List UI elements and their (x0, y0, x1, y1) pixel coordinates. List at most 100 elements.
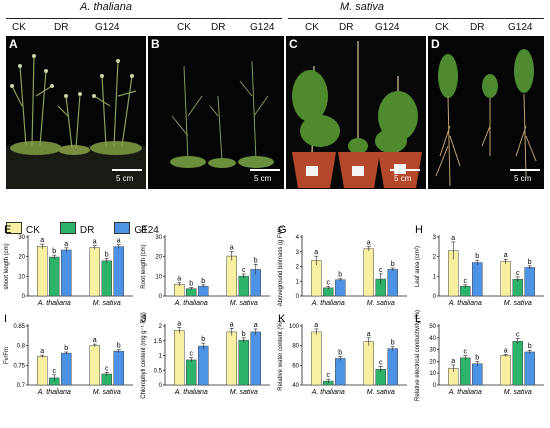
bar-g124 (524, 267, 535, 297)
group-label-arabidopsis: A. thaliana (80, 1, 132, 13)
legend-swatch-dr (59, 222, 76, 234)
bar-ck (226, 331, 237, 386)
y-tick-label: 10 (155, 274, 162, 280)
scale-bar-label: 5 cm (514, 174, 532, 183)
significance-letter: a (314, 322, 318, 329)
y-tick-label: 40 (292, 383, 299, 389)
significance-letter: a (93, 239, 97, 246)
y-tick-label: 1 (159, 354, 163, 360)
bar-ck (89, 345, 100, 386)
y-axis-label: Aboveground biomass (g FW) (278, 227, 284, 307)
panel-letter-a: A (9, 37, 18, 51)
bar-g124 (524, 351, 535, 386)
bar-g124 (250, 331, 261, 386)
significance-letter: b (338, 272, 342, 279)
column-label-ck: CK (435, 22, 449, 33)
bar-ck (89, 247, 100, 297)
y-tick-label: 0.85 (13, 324, 25, 330)
x-category-label: A. thaliana (448, 300, 482, 307)
bar-dr (101, 373, 112, 386)
bar-g124 (113, 350, 124, 386)
significance-letter: a (93, 337, 97, 344)
significance-letter: b (201, 278, 205, 285)
plant-photo-a (6, 54, 146, 189)
y-tick-label: 20 (429, 359, 436, 365)
significance-letter: a (177, 320, 181, 327)
bar-ck (500, 355, 511, 386)
x-category-label: M. sativa (504, 389, 532, 396)
x-category-label: M. sativa (504, 300, 532, 307)
column-label-dr: DR (211, 22, 226, 33)
y-tick-label: 1.5 (154, 339, 163, 345)
photo-panel-b: B 5 cm (148, 36, 284, 189)
significance-letter: a (40, 348, 44, 355)
y-tick-label: 50 (429, 324, 436, 330)
x-category-label: M. sativa (230, 300, 258, 307)
significance-letter: c (516, 270, 520, 277)
y-axis-label: Chlorophyll content (mg g⁻¹ FW) (141, 312, 147, 399)
x-category-label: M. sativa (367, 389, 395, 396)
y-tick-label: 30 (155, 235, 162, 241)
significance-letter: b (201, 336, 205, 343)
panel-letter: L (415, 313, 421, 325)
y-tick-label: 2 (159, 324, 163, 330)
bar-ck (311, 331, 322, 386)
significance-letter: a (230, 245, 234, 252)
plant-photo-c (292, 41, 422, 188)
x-category-label: A. thaliana (311, 300, 345, 307)
x-category-label: M. sativa (93, 389, 121, 396)
panel-letter-d: D (431, 37, 440, 51)
significance-letter: b (64, 345, 68, 352)
y-tick-label: 80 (292, 344, 299, 350)
bar-dr (186, 359, 197, 386)
panel-letter: E (4, 224, 11, 236)
group-divider-right (288, 18, 544, 19)
y-tick-label: 20 (18, 255, 25, 261)
significance-letter: b (475, 253, 479, 260)
scale-bar-label: 5 cm (394, 174, 412, 183)
bar-dr (101, 260, 112, 297)
y-axis-label: shoot length (cm) (4, 243, 10, 289)
y-tick-label: 4 (296, 235, 300, 241)
column-label-ck: CK (305, 22, 319, 33)
y-tick-label: 0 (433, 383, 437, 389)
significance-letter: b (391, 340, 395, 347)
bar-ck (363, 341, 374, 386)
y-axis-label: Leaf area (cm²) (415, 246, 421, 287)
bar-g124 (113, 246, 124, 297)
y-tick-label: 0 (159, 383, 163, 389)
column-label-dr: DR (339, 22, 354, 33)
column-label-dr: DR (470, 22, 485, 33)
significance-letter: a (230, 321, 234, 328)
bar-ck (500, 261, 511, 297)
y-tick-label: 60 (292, 363, 299, 369)
significance-letter: a (314, 249, 318, 256)
photo-panel-d: D 5 cm (428, 36, 544, 189)
photo-panel-c: C 5 cm (286, 36, 426, 189)
bar-g124 (387, 348, 398, 386)
y-tick-label: 2 (433, 255, 437, 261)
column-label-ck: CK (177, 22, 191, 33)
panel-letter: F (141, 224, 148, 236)
bar-dr (460, 285, 471, 297)
y-tick-label: 1 (296, 279, 300, 285)
significance-letter: c (464, 349, 468, 356)
y-tick-label: 0.7 (17, 383, 26, 389)
y-tick-label: 20 (155, 255, 162, 261)
photo-panel-a: A 5 cm (6, 36, 146, 189)
bar-g124 (198, 345, 209, 386)
column-label-g124: G124 (508, 22, 533, 33)
bar-dr (512, 279, 523, 297)
significance-letter: a (254, 322, 258, 329)
significance-letter: c (379, 359, 383, 366)
legend-item-dr: DR (59, 222, 94, 236)
column-label-g124: G124 (375, 22, 400, 33)
significance-letter: c (516, 331, 520, 338)
scale-bar-label: 5 cm (116, 174, 134, 183)
bar-g124 (335, 358, 346, 386)
bar-ck (226, 255, 237, 297)
significance-letter: b (254, 257, 258, 264)
y-tick-label: 100 (289, 324, 300, 330)
significance-letter: a (177, 276, 181, 283)
